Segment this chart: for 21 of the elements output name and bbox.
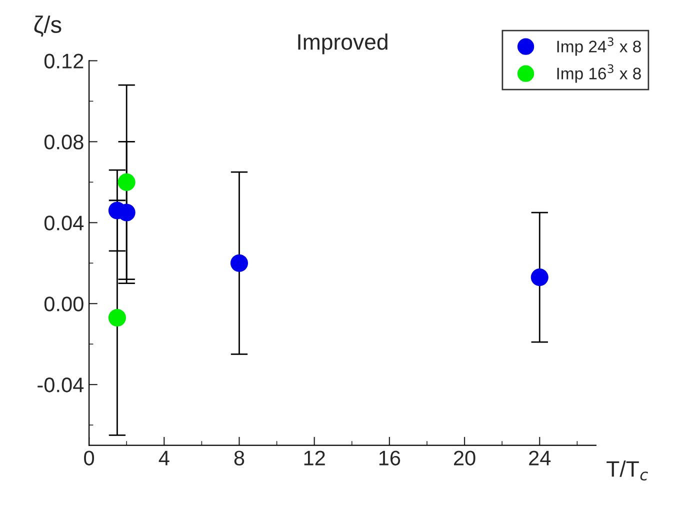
point <box>230 254 248 272</box>
y-axis-title: ζ/s <box>34 16 62 37</box>
point <box>108 308 126 327</box>
x-tick-label: 20 <box>454 450 476 466</box>
x-tick-label: 12 <box>304 450 325 466</box>
y-tick-label: 0.12 <box>44 54 84 68</box>
legend-label: Imp 24$^{3}$ x 8 <box>557 37 641 56</box>
x-axis-title: T/T$_{c}$ <box>606 460 648 481</box>
y-tick-label: -0.04 <box>38 378 84 392</box>
x-tick-label: 24 <box>529 450 551 466</box>
chart-title: Improved <box>298 34 388 54</box>
y-tick-label: 0.04 <box>44 216 84 230</box>
x-tick-label: 8 <box>234 450 244 466</box>
point <box>530 268 548 286</box>
x-tick-label: 4 <box>158 450 170 466</box>
point <box>118 173 136 191</box>
y-tick-label: 0.08 <box>44 134 84 150</box>
legend-label: Imp 16$^{3}$ x 8 <box>557 64 641 83</box>
x-tick-label: 0 <box>84 450 94 466</box>
x-tick-label: 16 <box>379 450 400 466</box>
y-tick-label: 0.00 <box>44 296 84 312</box>
